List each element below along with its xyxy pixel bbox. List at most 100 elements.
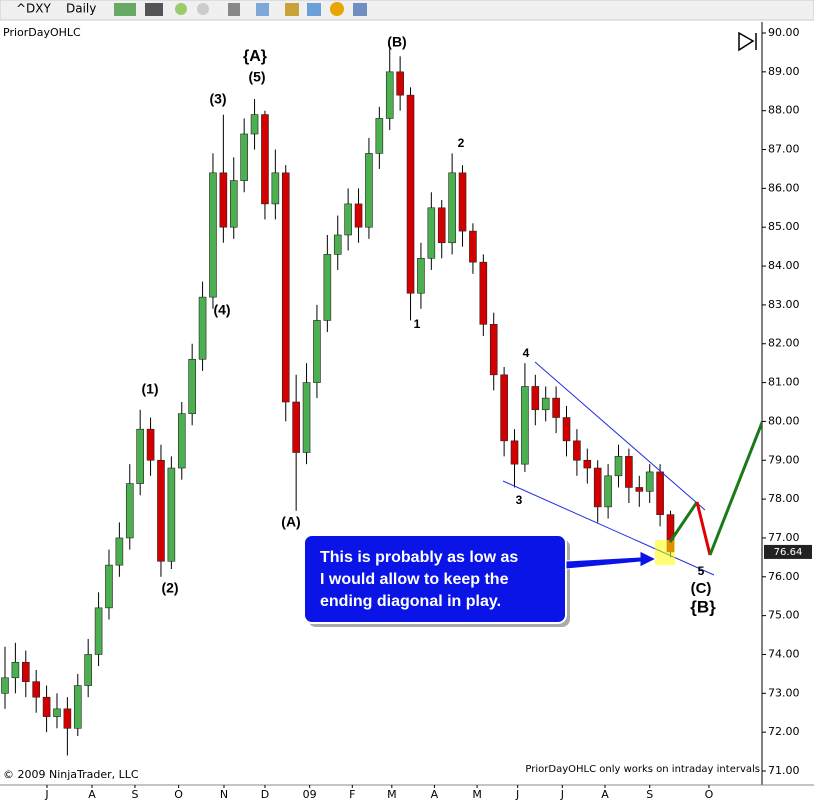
candle-body [1, 677, 9, 694]
y-tick-label: 83.00 [768, 298, 800, 311]
toolbar: ^DXY Daily [0, 0, 814, 21]
x-tick-label: A [88, 788, 96, 801]
candle-body [541, 397, 550, 411]
candle-body [136, 428, 144, 484]
candle-body [302, 382, 311, 453]
copyright: © 2009 NinjaTrader, LLC [3, 768, 139, 781]
candle-body [32, 681, 40, 698]
wave-label: 3 [516, 493, 523, 507]
candle-body [489, 324, 498, 376]
x-tick-label: J [560, 788, 564, 801]
footer-note: PriorDayOHLC only works on intraday inte… [525, 764, 760, 775]
zoom-out-button[interactable] [197, 3, 209, 15]
x-tick-label: N [220, 788, 228, 801]
callout: This is probably as low as I would allow… [303, 534, 658, 627]
candle-body [417, 257, 425, 294]
candle-body [500, 374, 508, 442]
y-tick-label: 76.00 [768, 570, 800, 583]
x-tick-label: S [131, 788, 138, 801]
candle-body [625, 456, 633, 488]
properties-button[interactable] [256, 3, 269, 16]
y-tick-label: 86.00 [768, 181, 800, 194]
y-tick-label: 85.00 [768, 220, 800, 233]
symbol-selector[interactable]: ^DXY [16, 2, 52, 16]
highlight [655, 540, 675, 565]
candle-body [94, 607, 103, 655]
y-tick-label: 79.00 [768, 453, 800, 466]
candle-body [261, 114, 269, 205]
candle-body [448, 172, 456, 244]
x-tick-label: M [387, 788, 397, 801]
callout-text: ending diagonal in play. [320, 593, 501, 610]
candle-body [365, 153, 373, 228]
candle-body [167, 467, 176, 562]
projection-line [668, 501, 699, 543]
wave-label: (5) [248, 69, 265, 85]
wave-label: (2) [161, 580, 178, 596]
last-price-label: 76.64 [774, 547, 803, 558]
trend-line [502, 480, 715, 576]
strategies-button[interactable] [330, 2, 344, 16]
candle-body [406, 94, 415, 294]
indicator-label: PriorDayOHLC [3, 26, 81, 39]
x-tick-label: D [261, 788, 269, 801]
candle-body [73, 685, 82, 729]
y-tick-label: 90.00 [768, 26, 800, 39]
candle-body [84, 654, 92, 686]
candle-body [375, 118, 384, 154]
last-price-box [764, 544, 812, 559]
interval-selector[interactable]: Daily [66, 2, 96, 16]
candle-body [21, 661, 30, 682]
data-box-button[interactable] [353, 3, 367, 16]
y-tick-label: 81.00 [768, 376, 800, 389]
candle-body [573, 440, 581, 461]
candle-body [385, 71, 394, 119]
scroll-end-icon[interactable] [738, 31, 757, 52]
candle-body [354, 203, 363, 228]
x-tick-label: M [472, 788, 482, 801]
candle-body [604, 475, 612, 508]
callout-text: This is probably as low as [320, 549, 518, 566]
templates-button[interactable] [285, 3, 299, 16]
wave-label: 4 [523, 346, 530, 360]
x-tick-label: J [44, 788, 48, 801]
candle-body [593, 467, 602, 508]
x-tick-label: J [515, 788, 519, 801]
wave-label: (A) [281, 514, 300, 530]
wave-label: (C) [691, 580, 712, 597]
candle-body [396, 71, 404, 96]
candle-body [469, 230, 477, 263]
x-tick-label: 09 [303, 788, 317, 801]
draw-button[interactable] [145, 3, 163, 16]
indicators-button[interactable] [307, 3, 321, 16]
wave-label: 1 [414, 317, 421, 331]
candle-body [105, 564, 113, 609]
wave-label: (3) [209, 91, 226, 107]
chart-style-button[interactable] [114, 3, 136, 16]
y-tick-label: 71.00 [768, 764, 800, 777]
callout-text: I would allow to keep the [320, 571, 509, 588]
candle-body [344, 203, 352, 236]
x-tick-label: O [705, 788, 714, 801]
x-tick-label: A [431, 788, 439, 801]
y-tick-label: 77.00 [768, 531, 800, 544]
y-tick-label: 74.00 [768, 647, 800, 660]
y-tick-label: 80.00 [768, 414, 800, 427]
y-tick-label: 84.00 [768, 259, 800, 272]
candle-body [42, 696, 51, 717]
x-tick-label: F [349, 788, 355, 801]
callout-box [303, 534, 567, 624]
callout-arrow [565, 550, 658, 570]
candle-body [521, 386, 529, 465]
zoom-in-button[interactable] [175, 3, 187, 15]
candle-body [458, 172, 467, 232]
candle-body [437, 207, 446, 244]
y-tick-label: 89.00 [768, 65, 800, 78]
drawings [502, 361, 762, 576]
select-button[interactable] [228, 3, 240, 16]
candle-body [333, 234, 342, 255]
candle-body [198, 296, 207, 360]
candle-body [63, 708, 72, 729]
candle-body [177, 413, 186, 469]
projection-line [708, 418, 762, 556]
